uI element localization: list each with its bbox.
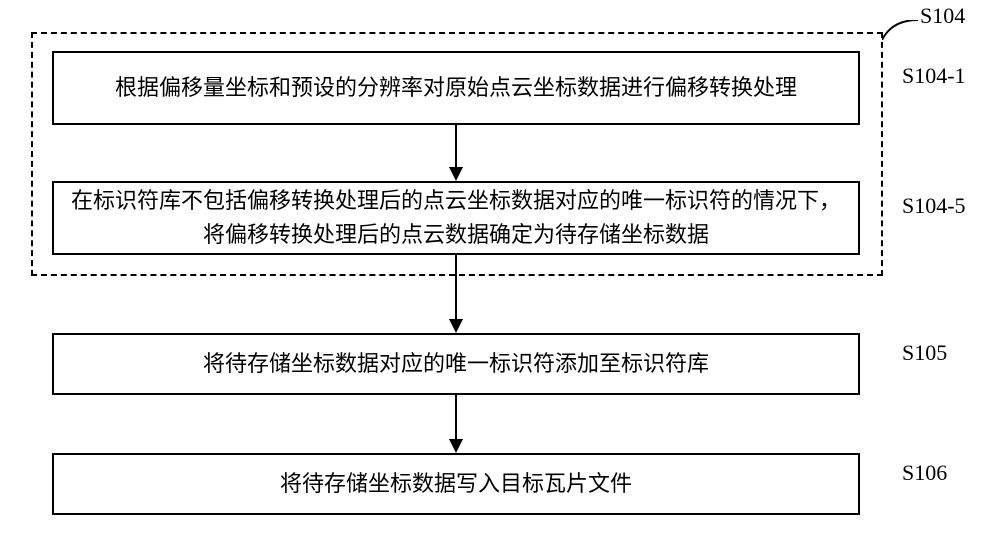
- step-s104-1: 根据偏移量坐标和预设的分辨率对原始点云坐标数据进行偏移转换处理: [52, 51, 860, 125]
- step-text: 将待存储坐标数据写入目标瓦片文件: [280, 467, 632, 501]
- leader-s104: [882, 20, 918, 40]
- label-s105: S105: [902, 340, 947, 366]
- arrow-2: [447, 255, 465, 333]
- arrow-1: [447, 125, 465, 181]
- step-s106: 将待存储坐标数据写入目标瓦片文件: [52, 453, 860, 515]
- label-s104-5: S104-5: [902, 193, 966, 219]
- step-text: 在标识符库不包括偏移转换处理后的点云坐标数据对应的唯一标识符的情况下，将偏移转换…: [64, 184, 848, 252]
- label-s104-1: S104-1: [902, 63, 966, 89]
- step-s105: 将待存储坐标数据对应的唯一标识符添加至标识符库: [52, 333, 860, 395]
- label-s104: S104: [920, 3, 965, 29]
- step-text: 将待存储坐标数据对应的唯一标识符添加至标识符库: [203, 347, 709, 381]
- step-text: 根据偏移量坐标和预设的分辨率对原始点云坐标数据进行偏移转换处理: [115, 71, 797, 105]
- arrow-3: [447, 395, 465, 453]
- step-s104-5: 在标识符库不包括偏移转换处理后的点云坐标数据对应的唯一标识符的情况下，将偏移转换…: [52, 181, 860, 255]
- label-s106: S106: [902, 460, 947, 486]
- flowchart-canvas: 根据偏移量坐标和预设的分辨率对原始点云坐标数据进行偏移转换处理 在标识符库不包括…: [0, 0, 1000, 534]
